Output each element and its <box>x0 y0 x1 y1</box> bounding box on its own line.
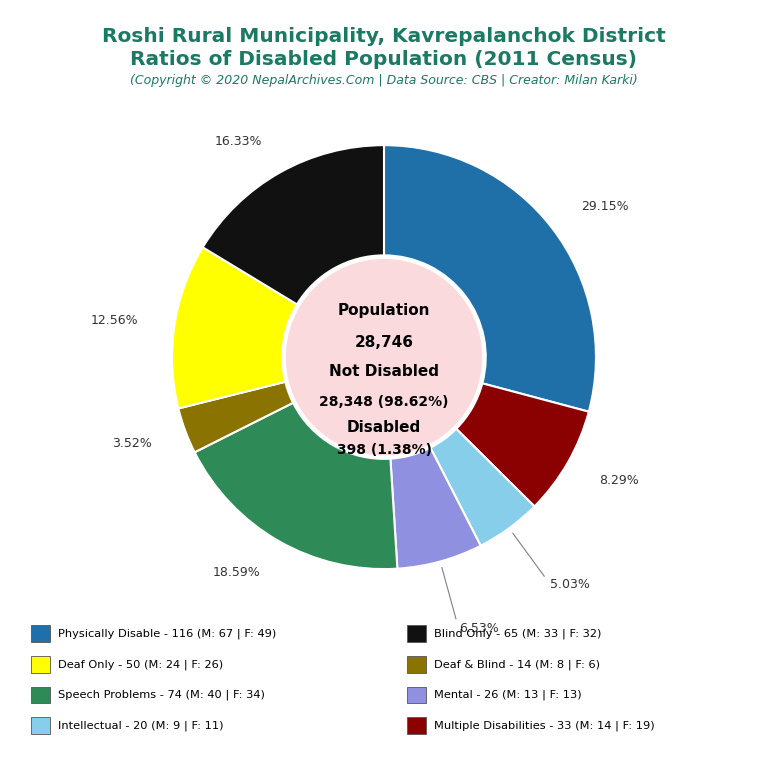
Text: 5.03%: 5.03% <box>551 578 591 591</box>
Text: 16.33%: 16.33% <box>215 134 262 147</box>
Text: Speech Problems - 74 (M: 40 | F: 34): Speech Problems - 74 (M: 40 | F: 34) <box>58 690 264 700</box>
Wedge shape <box>384 145 596 412</box>
Text: 8.29%: 8.29% <box>599 474 639 487</box>
Text: 18.59%: 18.59% <box>213 566 260 579</box>
Wedge shape <box>172 247 297 409</box>
Wedge shape <box>178 382 293 452</box>
Text: (Copyright © 2020 NepalArchives.Com | Data Source: CBS | Creator: Milan Karki): (Copyright © 2020 NepalArchives.Com | Da… <box>130 74 638 88</box>
Text: 28,348 (98.62%): 28,348 (98.62%) <box>319 395 449 409</box>
Text: 12.56%: 12.56% <box>91 313 139 326</box>
Wedge shape <box>194 402 397 569</box>
Text: Not Disabled: Not Disabled <box>329 365 439 379</box>
Text: Deaf Only - 50 (M: 24 | F: 26): Deaf Only - 50 (M: 24 | F: 26) <box>58 659 223 670</box>
Text: 28,746: 28,746 <box>355 335 413 349</box>
Text: Ratios of Disabled Population (2011 Census): Ratios of Disabled Population (2011 Cens… <box>131 50 637 69</box>
Text: 3.52%: 3.52% <box>111 437 151 450</box>
Text: Population: Population <box>338 303 430 318</box>
Wedge shape <box>430 429 535 546</box>
Wedge shape <box>203 145 384 304</box>
Text: 6.53%: 6.53% <box>458 622 498 635</box>
Text: Multiple Disabilities - 33 (M: 14 | F: 19): Multiple Disabilities - 33 (M: 14 | F: 1… <box>434 720 654 731</box>
Text: Mental - 26 (M: 13 | F: 13): Mental - 26 (M: 13 | F: 13) <box>434 690 581 700</box>
Circle shape <box>286 260 482 455</box>
Wedge shape <box>456 383 589 506</box>
Text: Roshi Rural Municipality, Kavrepalanchok District: Roshi Rural Municipality, Kavrepalanchok… <box>102 27 666 46</box>
Text: 29.15%: 29.15% <box>581 200 628 213</box>
Text: Physically Disable - 116 (M: 67 | F: 49): Physically Disable - 116 (M: 67 | F: 49) <box>58 628 276 639</box>
Text: Deaf & Blind - 14 (M: 8 | F: 6): Deaf & Blind - 14 (M: 8 | F: 6) <box>434 659 600 670</box>
Text: 398 (1.38%): 398 (1.38%) <box>336 443 432 458</box>
Text: Disabled: Disabled <box>347 419 421 435</box>
Text: Blind Only - 65 (M: 33 | F: 32): Blind Only - 65 (M: 33 | F: 32) <box>434 628 601 639</box>
Text: Intellectual - 20 (M: 9 | F: 11): Intellectual - 20 (M: 9 | F: 11) <box>58 720 223 731</box>
Wedge shape <box>390 448 481 568</box>
